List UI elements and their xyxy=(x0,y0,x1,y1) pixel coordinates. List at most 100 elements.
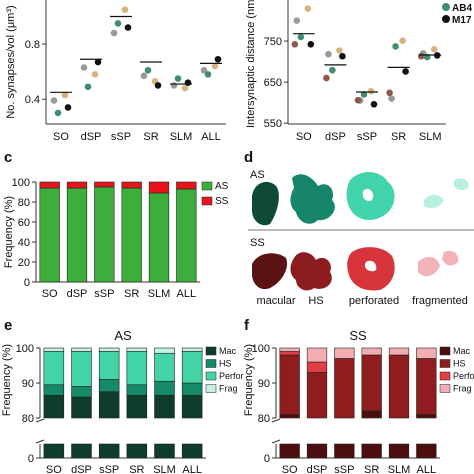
panel-a-point xyxy=(174,75,182,82)
ss-macular-shape xyxy=(252,253,288,290)
panel-a-point xyxy=(121,6,129,13)
panel-f-legend-swatch xyxy=(439,359,451,368)
panel-f-legend-label: Mac xyxy=(453,346,471,356)
panel-b-y-tick-label: 650 xyxy=(264,77,282,89)
panel-b-point xyxy=(402,68,409,75)
panel-c-bar-segment xyxy=(39,187,60,283)
as-fragmented-shape-1 xyxy=(424,194,444,208)
panel-f-bar-stub xyxy=(416,443,437,459)
panel-e-legend-label: Mac xyxy=(219,346,237,356)
panel-e-bar-segment xyxy=(98,391,120,419)
panel-b-point xyxy=(291,41,299,48)
panel-c-y-tick-label: 20 xyxy=(18,257,30,269)
as-perforated-shape xyxy=(346,171,395,220)
panel-a-point xyxy=(94,58,102,66)
panel-a-x-tick-label: SO xyxy=(53,131,69,143)
panel-e-bar-segment xyxy=(181,347,203,352)
panel-e-x-tick-label: ALL xyxy=(182,464,202,474)
panel-f-x-tick-label: dSP xyxy=(307,464,328,474)
panel-c-bar-segment xyxy=(94,181,115,188)
panel-a-point xyxy=(214,55,222,63)
ss-fragmented-shape-1 xyxy=(418,257,440,277)
panel-b-point xyxy=(370,100,378,108)
panel-e-y-tick-label: 100 xyxy=(16,343,34,355)
panel-b-point xyxy=(293,17,301,24)
legend-label: M17 xyxy=(452,15,472,26)
panel-e-bar-stub xyxy=(43,443,65,459)
panel-e-x-tick-label: SLM xyxy=(153,464,176,474)
panel-e-bar-segment xyxy=(154,352,175,382)
panel-b-scatter: 550 650 750 SO dSP sSP SR SLM Intersynaptic dist… xyxy=(245,0,472,143)
shape-label-macular: macular xyxy=(256,295,295,307)
panel-c-x-tick-label: dSP xyxy=(67,288,88,300)
panel-e-bar-segment xyxy=(154,394,175,419)
panel-f-legend-label: HS xyxy=(453,359,466,369)
panel-f-x-tick-label: ALL xyxy=(417,464,437,474)
panel-b-point xyxy=(307,41,315,48)
as-fragmented-shape-2 xyxy=(454,178,469,191)
panel-e-bar-stub xyxy=(126,443,148,459)
panel-e-letter: e xyxy=(4,317,12,334)
panel-f-y-tick-label: 90 xyxy=(258,378,270,390)
panel-c-legend-swatch xyxy=(201,181,213,191)
panel-f-bar-segment xyxy=(416,358,437,415)
panel-f-title: SS xyxy=(349,328,367,343)
panel-a-point xyxy=(114,20,122,27)
panel-f-y-tick-label: 100 xyxy=(252,343,270,355)
panel-e-legend-label: HS xyxy=(219,359,232,369)
panel-e-x-tick-label: SO xyxy=(46,464,62,474)
panel-f-bar-segment xyxy=(306,347,328,363)
panel-c-bar-segment xyxy=(66,181,88,189)
panel-a-point xyxy=(211,62,219,70)
panel-e-bar-segment xyxy=(154,347,175,354)
panel-e-legend-swatch xyxy=(205,384,217,393)
panel-a-y-tick-label: 0.4 xyxy=(25,94,40,106)
panel-e-stacked-bars: 0 80 90 100 SO dSP sSP SR SLM ALL Frag Perfor HS Mac A… xyxy=(1,328,244,474)
panel-b-point xyxy=(323,74,330,82)
panel-b-point xyxy=(392,43,399,50)
panel-c-x-tick-label: SR xyxy=(124,288,139,300)
panel-b-y-tick-label: 750 xyxy=(264,36,282,48)
panel-b-point xyxy=(325,50,332,58)
panel-c-y-tick-label: 100 xyxy=(12,177,30,189)
panel-e-legend-swatch xyxy=(205,346,217,356)
panel-b-point xyxy=(388,95,395,102)
panel-f-x-tick-label: sSP xyxy=(334,464,354,474)
panel-f-legend-swatch xyxy=(439,346,451,356)
panel-a-y-tick-label: 0.8 xyxy=(25,39,40,51)
panel-e-bar-segment xyxy=(43,351,65,386)
panel-f-bar-segment xyxy=(306,372,328,419)
panel-e-bar-segment xyxy=(181,382,203,396)
panel-a-point xyxy=(80,64,88,71)
panel-f-bar-segment xyxy=(388,354,410,419)
panel-a-point xyxy=(184,79,192,86)
panel-e-bar-segment xyxy=(98,351,120,380)
panel-b-point xyxy=(360,91,368,98)
panel-f-letter: f xyxy=(244,317,250,334)
panel-a-point xyxy=(110,29,118,37)
panel-e-legend-label: Perfor xyxy=(219,371,244,381)
panel-c-bar-segment xyxy=(94,186,115,283)
panel-e-y-tick-label: 80 xyxy=(22,413,34,425)
panel-b-point xyxy=(430,45,438,53)
panel-c-bar-segment xyxy=(121,181,142,189)
panel-f-bar-segment xyxy=(361,354,382,412)
panel-a-x-tick-label: dSP xyxy=(81,131,102,143)
panel-c-bar-segment xyxy=(148,192,170,283)
panel-a-point xyxy=(154,82,162,89)
legend-label: AB4 xyxy=(452,3,472,14)
panel-a-point xyxy=(181,84,189,92)
panel-f-y-tick-label: 0 xyxy=(264,453,270,465)
panel-f-bar-segment xyxy=(361,410,382,419)
panel-f-bar-segment xyxy=(416,347,437,359)
panel-f-bar-segment xyxy=(306,361,328,373)
panel-a-point xyxy=(54,109,62,117)
panel-c-bar-segment xyxy=(121,187,142,283)
panel-f-x-tick-label: SLM xyxy=(388,464,411,474)
panel-f-bar-stub xyxy=(361,443,382,459)
panel-c-legend-label: SS xyxy=(215,196,229,207)
panel-c-x-tick-label: SLM xyxy=(148,288,171,300)
panel-b-point xyxy=(339,52,346,60)
panel-f-legend-label: Frag xyxy=(453,384,472,394)
